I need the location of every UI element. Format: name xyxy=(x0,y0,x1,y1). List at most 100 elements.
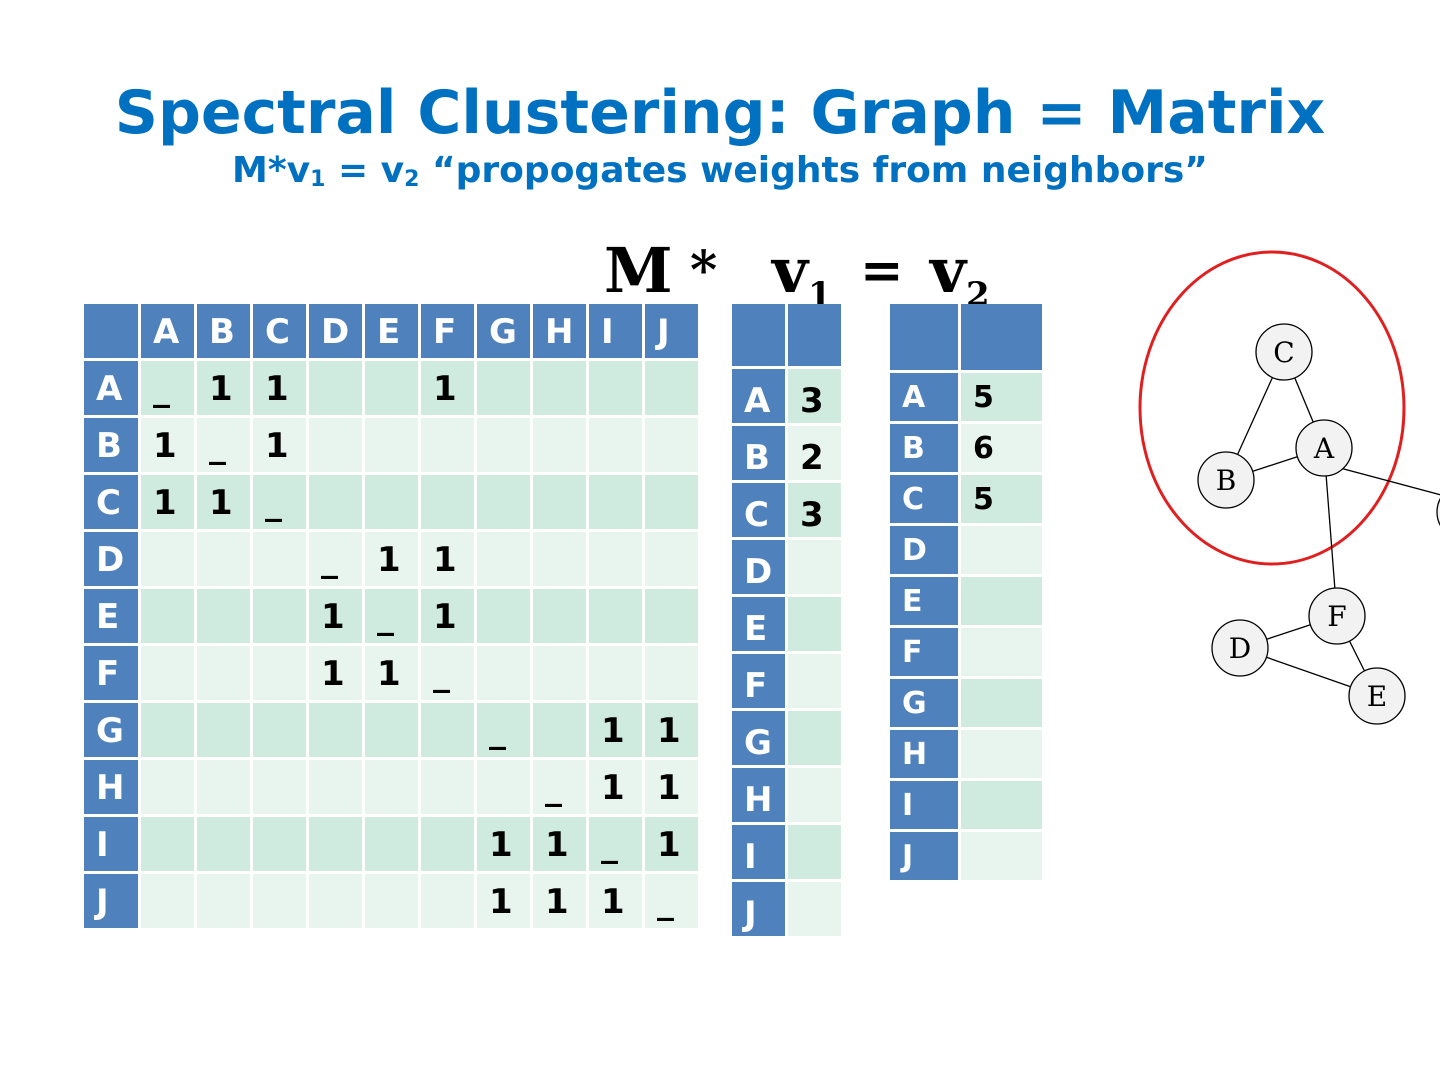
v2-value-cell: 5 xyxy=(961,475,1042,523)
v1-value-cell xyxy=(788,540,841,594)
v2-row: J xyxy=(890,832,1042,880)
v1-row: F xyxy=(732,654,841,708)
matrix-row: F 1 1 _ xyxy=(84,646,698,700)
matrix-cell xyxy=(141,703,194,757)
matrix-cell: _ xyxy=(477,703,530,757)
v1-row-header: I xyxy=(732,825,785,879)
equation-matrix-symbol: M xyxy=(604,234,673,307)
v2-row-header: G xyxy=(890,679,958,727)
matrix-column-header: B xyxy=(197,304,250,358)
matrix-column-header: E xyxy=(365,304,418,358)
matrix-cell xyxy=(421,703,474,757)
matrix-column-header: H xyxy=(533,304,586,358)
matrix-cell xyxy=(309,475,362,529)
matrix-cell xyxy=(645,589,698,643)
v1-row-header: H xyxy=(732,768,785,822)
matrix-cell xyxy=(253,703,306,757)
matrix-cell xyxy=(477,418,530,472)
v1-row: J xyxy=(732,882,841,936)
v1-value-cell: 3 xyxy=(788,369,841,423)
matrix-cell xyxy=(197,760,250,814)
matrix-cell xyxy=(533,589,586,643)
v2-value-cell: 6 xyxy=(961,424,1042,472)
v1-row-header: G xyxy=(732,711,785,765)
v2-value-cell xyxy=(961,628,1042,676)
v1-row-header: D xyxy=(732,540,785,594)
v1-value-header xyxy=(788,304,841,366)
matrix-cell xyxy=(533,475,586,529)
matrix-row-header: F xyxy=(84,646,138,700)
v2-row-header: E xyxy=(890,577,958,625)
matrix-row-header: B xyxy=(84,418,138,472)
graph-edge-a-offscreen xyxy=(1339,467,1440,496)
matrix-cell xyxy=(197,874,250,928)
matrix-cell xyxy=(253,646,306,700)
v2-corner-header xyxy=(890,304,958,370)
matrix-cell xyxy=(365,475,418,529)
matrix-cell xyxy=(365,760,418,814)
matrix-cell xyxy=(589,646,642,700)
v2-value-cell xyxy=(961,679,1042,727)
matrix-cell: 1 xyxy=(589,874,642,928)
v2-row: H xyxy=(890,730,1042,778)
matrix-cell: 1 xyxy=(589,760,642,814)
matrix-cell: 1 xyxy=(421,532,474,586)
matrix-cell: 1 xyxy=(477,874,530,928)
subtitle-prefix: M*v xyxy=(232,150,311,191)
v2-row: I xyxy=(890,781,1042,829)
equation-equals-symbol: = xyxy=(860,240,904,301)
subtitle-middle: = v xyxy=(325,150,405,191)
v2-row-header: H xyxy=(890,730,958,778)
matrix-cell xyxy=(365,817,418,871)
v1-row-header: A xyxy=(732,369,785,423)
matrix-cell: 1 xyxy=(365,532,418,586)
graph-node-offscreen xyxy=(1436,498,1440,526)
equation-v2-letter: v xyxy=(930,234,967,307)
matrix-cell: _ xyxy=(253,475,306,529)
matrix-row: G _ 1 1 xyxy=(84,703,698,757)
matrix-cell xyxy=(421,760,474,814)
matrix-cell: 1 xyxy=(533,874,586,928)
v2-value-header xyxy=(961,304,1042,370)
matrix-cell: _ xyxy=(365,589,418,643)
matrix-cell xyxy=(197,703,250,757)
v2-value-cell xyxy=(961,730,1042,778)
equation-multiply-symbol: * xyxy=(690,240,718,301)
matrix-cell xyxy=(589,418,642,472)
v1-row: D xyxy=(732,540,841,594)
matrix-cell xyxy=(645,646,698,700)
v1-value-cell xyxy=(788,825,841,879)
matrix-cell xyxy=(253,760,306,814)
graph-node-c xyxy=(1255,323,1313,381)
matrix-cell xyxy=(477,646,530,700)
graph-diagram: A B C D E F xyxy=(1138,250,1440,725)
equation-v1-letter: v xyxy=(772,234,809,307)
matrix-row-header: I xyxy=(84,817,138,871)
v2-row-header: C xyxy=(890,475,958,523)
matrix-column-header: I xyxy=(589,304,642,358)
subtitle-sub1: 1 xyxy=(310,167,326,192)
matrix-column-header: G xyxy=(477,304,530,358)
matrix-cell xyxy=(141,589,194,643)
matrix-cell xyxy=(253,532,306,586)
matrix-row: B 1 _ 1 xyxy=(84,418,698,472)
matrix-cell xyxy=(477,475,530,529)
graph-node-label: E xyxy=(1367,680,1387,713)
matrix-column-header: A xyxy=(141,304,194,358)
matrix-cell xyxy=(589,589,642,643)
matrix-cell: _ xyxy=(421,646,474,700)
matrix-cell xyxy=(365,703,418,757)
matrix-cell xyxy=(197,532,250,586)
matrix-row: J 1 1 1 _ xyxy=(84,874,698,928)
matrix-cell xyxy=(645,418,698,472)
v2-row: G xyxy=(890,679,1042,727)
matrix-cell: 1 xyxy=(589,703,642,757)
matrix-cell: 1 xyxy=(309,646,362,700)
matrix-cell xyxy=(533,646,586,700)
